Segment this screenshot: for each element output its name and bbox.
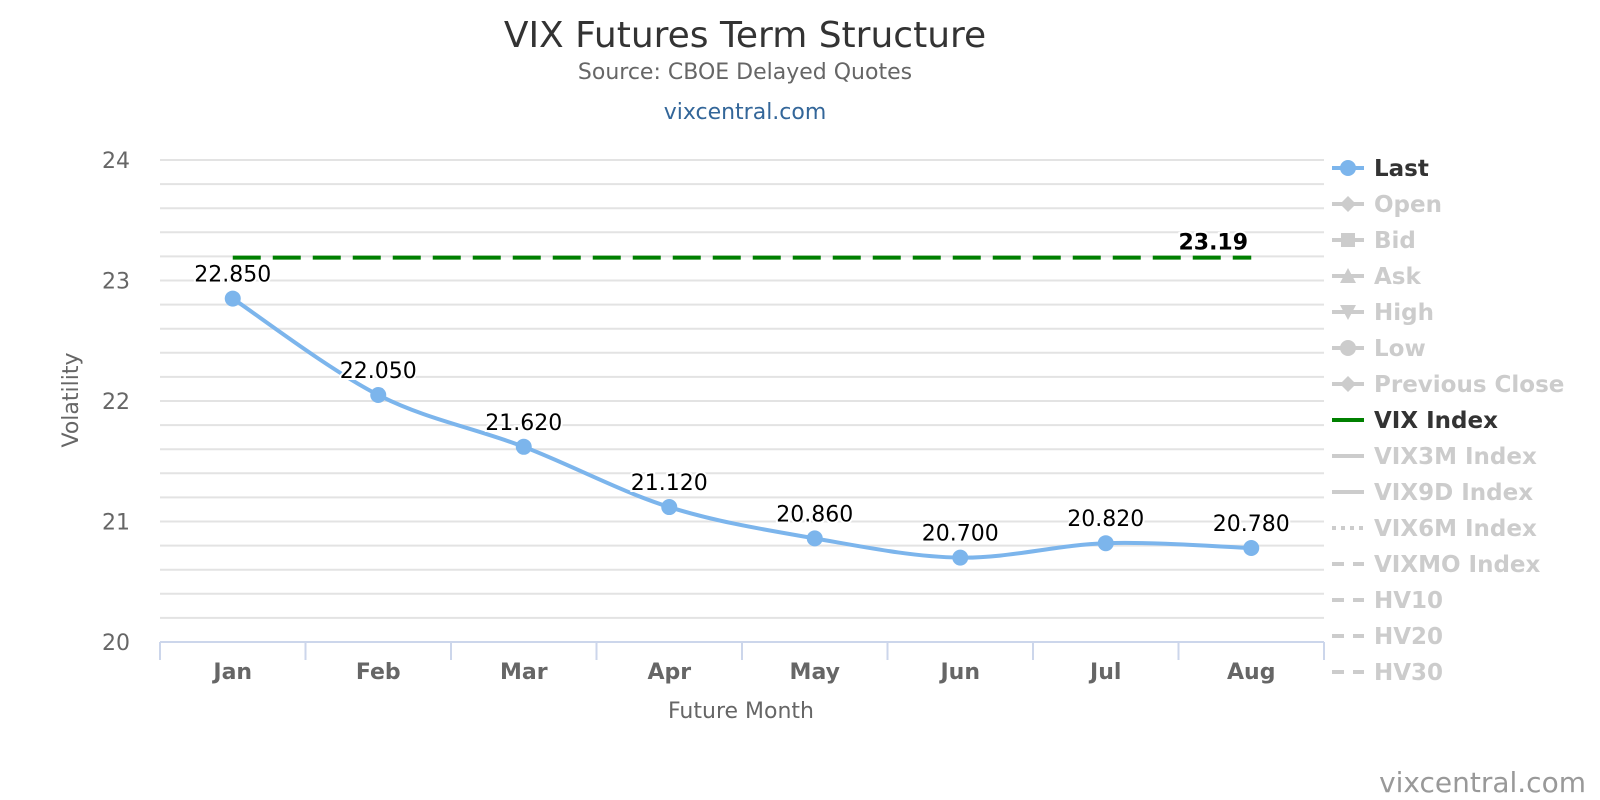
- y-tick-label: 23: [102, 270, 130, 295]
- x-tick-label: Apr: [647, 660, 691, 685]
- x-tick-label: Feb: [356, 660, 401, 685]
- legend-marker-circle: [1340, 160, 1356, 176]
- credits[interactable]: vixcentral.com: [1379, 766, 1586, 799]
- legend-label: Previous Close: [1374, 372, 1564, 398]
- chart-subtitle: Source: CBOE Delayed Quotes: [578, 60, 912, 85]
- last-point[interactable]: [224, 290, 241, 307]
- legend-item[interactable]: Ask: [1332, 264, 1421, 290]
- legend-label: VIX9D Index: [1374, 480, 1533, 506]
- series-group: 23.19 22.850 22.050 21.620 21.120 20.860 20.70…: [192, 229, 1292, 566]
- last-series-line: [231, 296, 1252, 560]
- last-data-label: 21.120: [631, 471, 708, 496]
- last-data-label: 20.820: [1067, 507, 1144, 532]
- legend-item[interactable]: High: [1332, 300, 1434, 326]
- legend-label: Bid: [1374, 228, 1416, 254]
- x-tick-label: Jul: [1088, 660, 1121, 685]
- legend-label: High: [1374, 300, 1434, 326]
- legend-label: HV20: [1374, 624, 1443, 650]
- x-tick-label: Mar: [500, 660, 548, 685]
- x-tick-label: Jun: [938, 660, 980, 685]
- last-point[interactable]: [661, 499, 678, 516]
- legend-label: Last: [1374, 156, 1429, 182]
- y-tick-label: 22: [102, 390, 130, 415]
- x-tick-label: May: [790, 660, 840, 685]
- legend-item[interactable]: VIX6M Index: [1332, 516, 1537, 542]
- legend-marker-circle: [1340, 340, 1356, 356]
- legend-marker-diamond: [1340, 376, 1356, 392]
- x-tick-label: Aug: [1227, 660, 1275, 685]
- legend-label: VIX3M Index: [1374, 444, 1537, 470]
- legend: Last Open Bid Ask High Low Previous Close VIX I…: [1332, 156, 1564, 686]
- y-tick-label: 24: [102, 149, 130, 174]
- legend-item[interactable]: HV10: [1332, 588, 1443, 614]
- last-point[interactable]: [1243, 540, 1260, 557]
- legend-label: Open: [1374, 192, 1442, 218]
- last-data-label: 20.780: [1213, 512, 1290, 537]
- legend-marker-triangle: [1340, 268, 1356, 283]
- x-tick-label: Jan: [211, 660, 252, 685]
- last-data-label: 20.860: [776, 502, 853, 527]
- legend-label: Low: [1374, 336, 1426, 362]
- legend-label: HV10: [1374, 588, 1443, 614]
- legend-marker-diamond: [1340, 196, 1356, 212]
- y-axis: 20 21 22 23 24: [102, 149, 130, 656]
- legend-item[interactable]: VIX Index: [1332, 408, 1498, 434]
- legend-item[interactable]: Open: [1332, 192, 1442, 218]
- last-point[interactable]: [370, 386, 387, 403]
- legend-item[interactable]: VIX9D Index: [1332, 480, 1533, 506]
- gridlines: [160, 159, 1324, 619]
- x-axis-title: Future Month: [668, 699, 814, 724]
- legend-item[interactable]: Last: [1332, 156, 1429, 182]
- legend-item[interactable]: VIX3M Index: [1332, 444, 1537, 470]
- legend-label: VIX6M Index: [1374, 516, 1537, 542]
- legend-item[interactable]: Previous Close: [1332, 372, 1564, 398]
- chart-title: VIX Futures Term Structure: [504, 15, 986, 56]
- y-tick-label: 21: [102, 511, 130, 536]
- legend-marker-square: [1341, 233, 1355, 247]
- vixcentral-link[interactable]: vixcentral.com: [664, 100, 827, 125]
- legend-marker-triangle-down: [1340, 305, 1356, 320]
- y-axis-title: Volatility: [59, 352, 84, 447]
- last-point[interactable]: [806, 530, 823, 547]
- last-data-label: 20.700: [922, 522, 999, 547]
- last-point[interactable]: [952, 549, 969, 566]
- vix-index-label: 23.19: [1178, 231, 1248, 256]
- legend-label: Ask: [1374, 264, 1421, 290]
- last-point[interactable]: [1097, 535, 1114, 552]
- legend-label: VIXMO Index: [1374, 552, 1541, 578]
- legend-item[interactable]: VIXMO Index: [1332, 552, 1541, 578]
- last-data-label: 22.050: [340, 359, 417, 384]
- legend-item[interactable]: Low: [1332, 336, 1426, 362]
- last-data-label: 21.620: [485, 411, 562, 436]
- last-point[interactable]: [515, 438, 532, 455]
- legend-label: VIX Index: [1374, 408, 1498, 434]
- legend-item[interactable]: Bid: [1332, 228, 1416, 254]
- x-axis: Jan Feb Mar Apr May Jun Jul Aug: [159, 641, 1325, 685]
- legend-item[interactable]: HV20: [1332, 624, 1443, 650]
- last-data-label: 22.850: [194, 263, 271, 288]
- y-tick-label: 20: [102, 631, 130, 656]
- legend-label: HV30: [1374, 660, 1443, 686]
- legend-item[interactable]: HV30: [1332, 660, 1443, 686]
